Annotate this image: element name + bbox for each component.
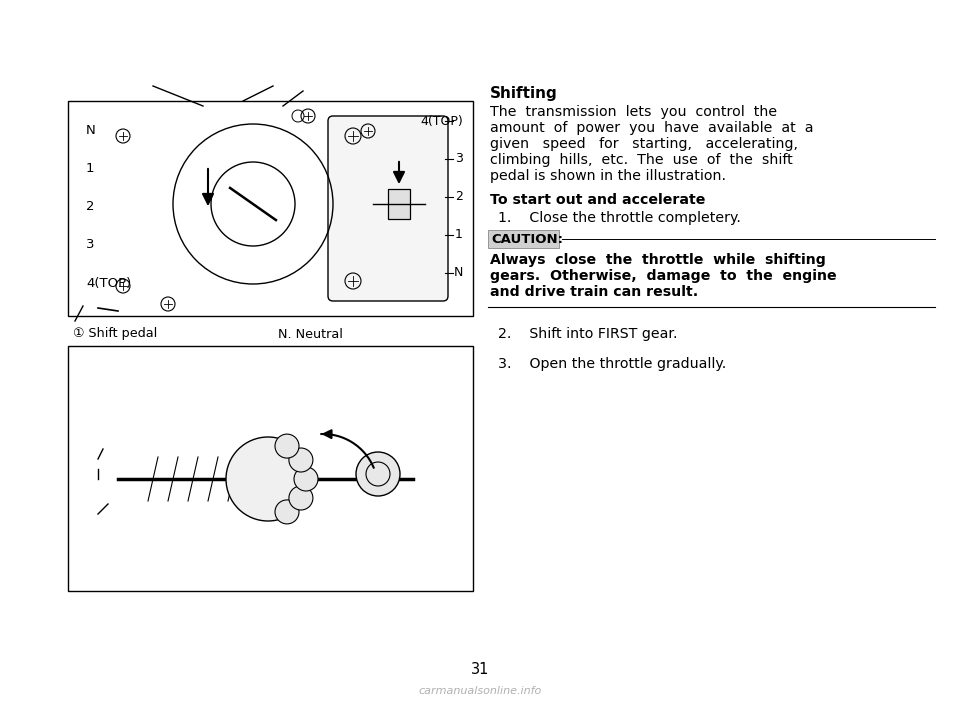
Circle shape bbox=[275, 434, 299, 458]
Text: To start out and accelerate: To start out and accelerate bbox=[490, 193, 706, 207]
Text: given   speed   for   starting,   accelerating,: given speed for starting, accelerating, bbox=[490, 137, 798, 151]
Text: 1: 1 bbox=[86, 163, 94, 176]
Text: 4(TOP): 4(TOP) bbox=[420, 114, 463, 127]
Text: climbing  hills,  etc.  The  use  of  the  shift: climbing hills, etc. The use of the shif… bbox=[490, 153, 793, 167]
Text: 2.    Shift into FIRST gear.: 2. Shift into FIRST gear. bbox=[498, 327, 678, 341]
Text: ① Shift pedal: ① Shift pedal bbox=[73, 328, 157, 341]
Text: 1: 1 bbox=[455, 228, 463, 242]
Text: Always  close  the  throttle  while  shifting: Always close the throttle while shifting bbox=[490, 253, 826, 267]
Text: 2: 2 bbox=[455, 191, 463, 203]
Text: The  transmission  lets  you  control  the: The transmission lets you control the bbox=[490, 105, 778, 119]
FancyBboxPatch shape bbox=[488, 230, 559, 247]
Text: 3: 3 bbox=[86, 238, 94, 252]
Text: and drive train can result.: and drive train can result. bbox=[490, 285, 698, 299]
Text: 2: 2 bbox=[86, 201, 94, 213]
Bar bbox=[68, 346, 473, 591]
Text: 3: 3 bbox=[455, 152, 463, 166]
Text: N: N bbox=[454, 267, 463, 279]
Text: 31: 31 bbox=[470, 661, 490, 676]
Text: 4(TOP): 4(TOP) bbox=[86, 277, 132, 289]
Circle shape bbox=[289, 486, 313, 510]
Text: N. Neutral: N. Neutral bbox=[278, 328, 343, 341]
Text: amount  of  power  you  have  available  at  a: amount of power you have available at a bbox=[490, 121, 813, 135]
Circle shape bbox=[275, 500, 299, 524]
Text: N: N bbox=[86, 124, 96, 137]
Bar bbox=[388, 189, 410, 219]
FancyBboxPatch shape bbox=[328, 116, 448, 301]
Text: pedal is shown in the illustration.: pedal is shown in the illustration. bbox=[490, 169, 726, 183]
Text: gears.  Otherwise,  damage  to  the  engine: gears. Otherwise, damage to the engine bbox=[490, 269, 836, 283]
Text: 3.    Open the throttle gradually.: 3. Open the throttle gradually. bbox=[498, 357, 727, 371]
Text: Shifting: Shifting bbox=[490, 86, 558, 101]
Text: 1.    Close the throttle completery.: 1. Close the throttle completery. bbox=[498, 211, 741, 225]
Circle shape bbox=[356, 452, 400, 496]
Circle shape bbox=[294, 467, 318, 491]
Bar bbox=[68, 101, 473, 316]
Text: CAUTION:: CAUTION: bbox=[491, 233, 563, 246]
Text: carmanualsonline.info: carmanualsonline.info bbox=[419, 686, 541, 696]
Circle shape bbox=[226, 437, 310, 521]
Circle shape bbox=[289, 448, 313, 472]
